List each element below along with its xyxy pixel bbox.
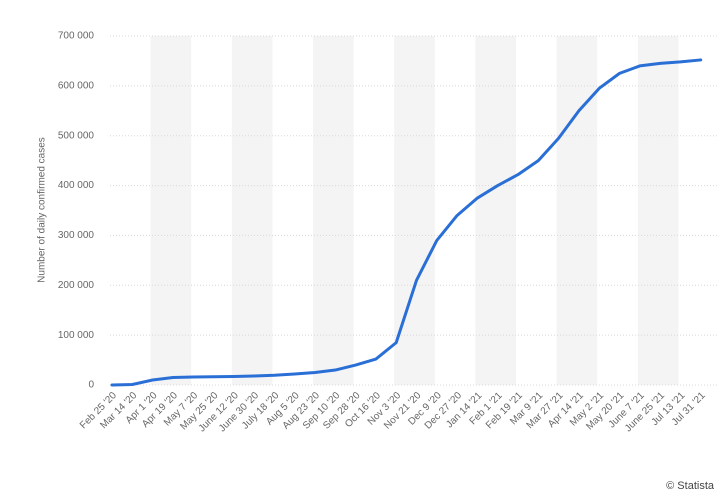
y-tick-label: 500 000	[58, 130, 95, 141]
y-tick-label: 200 000	[58, 280, 95, 291]
band	[556, 36, 598, 385]
line	[110, 58, 703, 387]
credit: © Statista	[666, 480, 715, 492]
y-tick-label: 300 000	[58, 230, 95, 241]
y-tick-label: 600 000	[58, 80, 95, 91]
band	[313, 36, 354, 385]
y-tick-label: 400 000	[58, 180, 95, 191]
y-tick-label: 700 000	[58, 31, 95, 42]
band	[231, 36, 273, 385]
band	[150, 36, 192, 385]
band	[475, 36, 516, 385]
band	[637, 36, 679, 385]
y-tick-label: 100 000	[58, 330, 95, 341]
y-tick-label: 0	[88, 380, 94, 391]
background-bands	[150, 36, 679, 385]
y-axis-label: Number of daily confirmed cases	[37, 137, 48, 283]
